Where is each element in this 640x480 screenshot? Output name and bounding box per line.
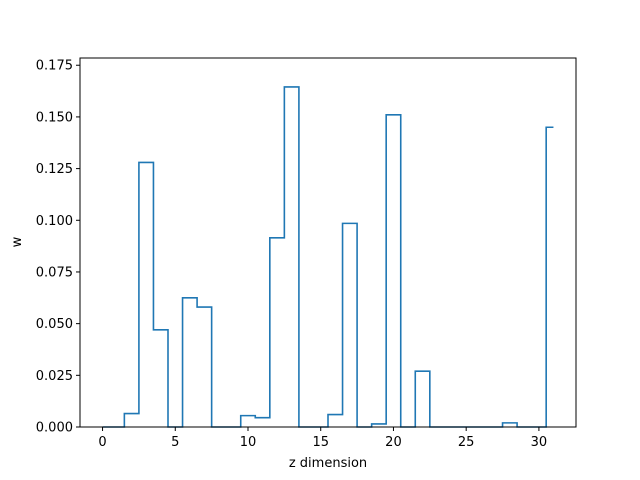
x-tick-label: 10 [240, 435, 257, 450]
x-tick-label: 5 [171, 435, 179, 450]
y-axis-label: w [10, 236, 25, 247]
y-tick-label: 0.150 [36, 110, 73, 125]
axes-frame [79, 57, 577, 428]
y-tick-label: 0.100 [36, 214, 73, 229]
x-tick-label: 30 [531, 435, 548, 450]
x-tick-label: 15 [312, 435, 329, 450]
plot-layer [102, 86, 554, 428]
x-tick-label: 20 [385, 435, 402, 450]
x-axis-label: z dimension [289, 456, 367, 471]
y-tick-label: 0.000 [36, 421, 73, 436]
y-tick-label: 0.125 [36, 162, 73, 177]
y-tick-label: 0.050 [36, 317, 73, 332]
x-tick-label: 0 [98, 435, 106, 450]
y-tick-label: 0.175 [36, 59, 73, 74]
y-tick-label: 0.075 [36, 265, 73, 280]
x-tick-label: 25 [458, 435, 475, 450]
y-tick-label: 0.025 [36, 369, 73, 384]
x-ticks: 0 5 10 15 20 25 30 [98, 427, 547, 450]
series-step-line [102, 86, 554, 428]
y-ticks: 0.000 0.025 0.050 0.075 0.100 0.125 0.150 0.175 [36, 59, 80, 436]
